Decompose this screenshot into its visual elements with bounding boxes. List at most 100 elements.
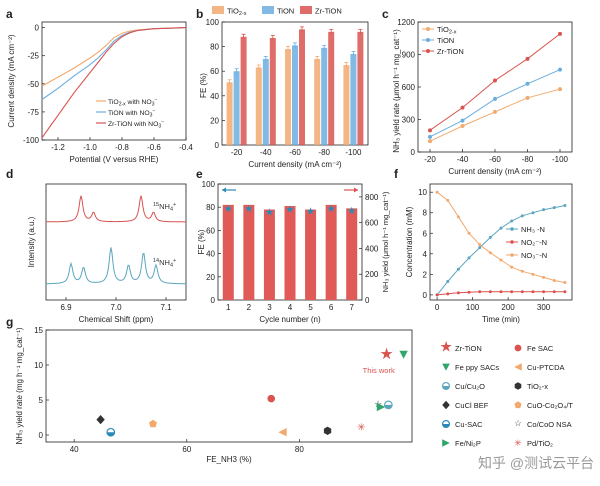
panel-b-bar (240, 36, 247, 146)
panel-g-legend-marker (442, 439, 450, 447)
panel-f-data-point (467, 256, 471, 260)
panel-a-xtick-label: -0.6 (147, 143, 161, 152)
panel-a-legend-label: Zr-TiON with NO3− (108, 120, 164, 130)
panel-f-data-point (456, 267, 460, 271)
panel-g-ylabel: NH₃ yield rate (mg h⁻¹ mg_cat⁻¹) (15, 327, 24, 444)
panel-b-xtick-label: -100 (345, 148, 362, 157)
panel-e-xlabel: Cycle number (n) (259, 315, 321, 324)
panel-g-point: ✳ (357, 423, 365, 434)
panel-e-ylabel-right: NH₃ yield (μmol h⁻¹ mg_cat⁻¹) (381, 191, 390, 292)
panel-g-ytick-label: 15 (34, 326, 43, 335)
panel-e-xtick-label: 5 (308, 303, 313, 312)
panel-d-spectrum-label: 14NH4+ (153, 258, 176, 269)
panel-f-data-point (552, 206, 556, 210)
panel-b-bar (269, 37, 276, 145)
panel-g-xlabel: FE_NH3 (%) (206, 455, 252, 464)
panel-f-data-point (542, 208, 546, 212)
panel-c-ylabel: NH₃ yield rate (μmol h⁻¹ mg_cat⁻¹) (392, 29, 401, 153)
panel-g-legend-marker: ☆ (514, 418, 521, 428)
panel-f-data-point (488, 251, 492, 255)
panel-a-xtick-label: -1.2 (51, 143, 65, 152)
panel-b-ytick-label: 40 (210, 92, 219, 101)
panel-b: b 0 20 40 60 80 100 FE (%) Current density (mA c… (196, 6, 369, 169)
panel-g-legend-marker (514, 363, 522, 371)
panel-b-bar (357, 31, 364, 146)
panel-c-legend-label: TiON (437, 36, 454, 45)
panel-g-ytick-label: 5 (39, 396, 44, 405)
panel-f-data-point (478, 246, 482, 250)
panel-f-data-point (563, 204, 567, 208)
panel-e-xtick-label: 7 (349, 303, 354, 312)
panel-e-yield-star: ★ (244, 204, 253, 215)
panel-f-data-point (531, 290, 535, 294)
panel-c-legend-label: Zr-TiON (437, 47, 464, 56)
panel-g-legend-marker (442, 363, 450, 371)
panel-f-data-point (531, 272, 535, 276)
panel-b-bar (226, 82, 233, 145)
panel-b-legend-swatch (212, 6, 224, 14)
panel-d-spectrum-label: 15NH4+ (153, 202, 176, 213)
panel-b-bar (255, 67, 262, 145)
panel-b-xtick-label: -80 (318, 148, 330, 157)
panel-e-arrow-right-head (354, 187, 358, 193)
panel-e-fe-bar (263, 209, 275, 300)
panel-e-ytick-label-right: 0 (365, 296, 370, 305)
panel-c-ytick-label: 900 (402, 51, 416, 60)
panel-c-legend-marker (426, 27, 430, 31)
panel-a-series-line (41, 27, 187, 87)
panel-g-legend-marker (442, 400, 450, 410)
panel-g-point (399, 350, 408, 359)
panel-b-legend-swatch (300, 6, 312, 14)
panel-f-data-point (446, 198, 450, 202)
panel-d-spectrum-line (45, 195, 186, 223)
panel-e-ytick-label: 80 (206, 203, 215, 212)
panel-f-xtick-label: 300 (537, 303, 551, 312)
panel-e-ytick-label-right: 200 (365, 270, 379, 279)
panel-g-legend-marker-fill (442, 424, 450, 428)
panel-letter-f: f (394, 167, 399, 181)
panel-g-legend-label: Fe SAC (527, 344, 554, 353)
panel-g-legend-marker (514, 382, 522, 390)
panel-e-xtick-label: 6 (329, 303, 334, 312)
panel-b-legend-label: TiON (277, 7, 294, 16)
panel-e-xtick-label: 3 (267, 303, 272, 312)
panel-d-ylabel: Intensity (a.u.) (27, 216, 36, 267)
panel-e-fe-bar (222, 204, 234, 300)
panel-e-ytick-label: 40 (206, 250, 215, 259)
panel-e-yield-star: ★ (327, 204, 336, 215)
panel-b-ytick-label: 0 (215, 141, 220, 150)
panel-e-ytick-label-right: 400 (365, 244, 379, 253)
panel-e-fe-bar (325, 204, 337, 300)
panel-g-legend-label: Cu/Cu₂O (455, 382, 485, 391)
panel-b-bar (262, 58, 269, 145)
panel-f-legend-marker (510, 240, 514, 244)
panel-g-point-fill (384, 404, 393, 409)
panel-c-data-point (493, 109, 497, 114)
panel-c-data-point (428, 139, 432, 144)
panel-e-yield-star: ★ (286, 204, 295, 215)
panel-a-xtick-label: -1.0 (83, 143, 97, 152)
panel-e-yield-star: ★ (265, 208, 274, 219)
panel-a-ytick-label: -50 (27, 80, 39, 89)
panel-g-point (323, 426, 332, 435)
panel-e-fe-bar (305, 209, 317, 300)
panel-a-ylabel: Current density (mA cm⁻²) (7, 34, 16, 127)
panel-c-xtick-label: -100 (552, 155, 569, 164)
panel-b-bar (233, 71, 240, 145)
panel-f-data-point (520, 290, 524, 294)
panel-g-point (278, 428, 287, 437)
panel-a-ytick-label: 0 (35, 24, 40, 33)
panel-f-data-point (499, 226, 503, 230)
panel-c-data-point (525, 95, 530, 100)
panel-c-xtick-label: -60 (489, 155, 501, 164)
panel-f-data-point (510, 265, 514, 269)
panel-b-ytick-label: 80 (210, 43, 219, 52)
panel-c-xtick-label: -20 (424, 155, 436, 164)
panel-b-bar (299, 29, 305, 146)
panel-c-data-point (525, 81, 530, 86)
panel-f-ytick-label: 4 (423, 250, 428, 259)
panel-g-frame (45, 329, 413, 443)
panel-g-point: ★ (380, 346, 394, 363)
panel-f-data-point (563, 290, 567, 294)
panel-e-fe-bar (346, 208, 358, 300)
